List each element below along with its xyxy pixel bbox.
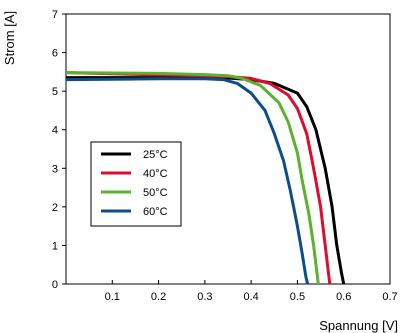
- x-tick-label: 0.4: [243, 291, 258, 303]
- legend: 25°C 40°C 50°C 60°C: [90, 141, 182, 227]
- y-tick-label: 1: [52, 240, 58, 252]
- series-line-3: [65, 77, 310, 285]
- y-tick-label: 6: [52, 48, 58, 60]
- x-tick-label: 0.5: [290, 291, 305, 303]
- plot-frame: [65, 13, 391, 285]
- y-tick-label: 5: [52, 86, 58, 98]
- x-tick-label: 0.6: [336, 291, 351, 303]
- plot-area: [65, 13, 391, 285]
- x-axis-title: Spannung [V]: [319, 318, 398, 333]
- x-tick-label: 0.3: [197, 291, 212, 303]
- legend-label-2: 50°C: [143, 187, 168, 199]
- series-line-2: [65, 71, 320, 285]
- x-tick-label: 0.7: [382, 291, 397, 303]
- legend-label-3: 60°C: [143, 206, 168, 218]
- y-tick-label: 0: [52, 279, 58, 291]
- y-tick-label: 2: [52, 202, 58, 214]
- y-tick-label: 4: [52, 125, 58, 137]
- y-axis-title: Strom [A]: [2, 11, 17, 65]
- legend-label-0: 25°C: [143, 149, 168, 161]
- x-tick-label: 0.1: [105, 291, 120, 303]
- y-tick-label: 3: [52, 163, 58, 175]
- legend-label-1: 40°C: [143, 168, 168, 180]
- ticks-layer: 0 1 2 3 4 5 6 7 0.1 0.2 0.3 0.4 0.5 0.6 0.7: [52, 9, 398, 303]
- x-tick-label: 0.2: [151, 291, 166, 303]
- series-layer: [65, 71, 346, 285]
- y-tick-label: 7: [52, 9, 58, 21]
